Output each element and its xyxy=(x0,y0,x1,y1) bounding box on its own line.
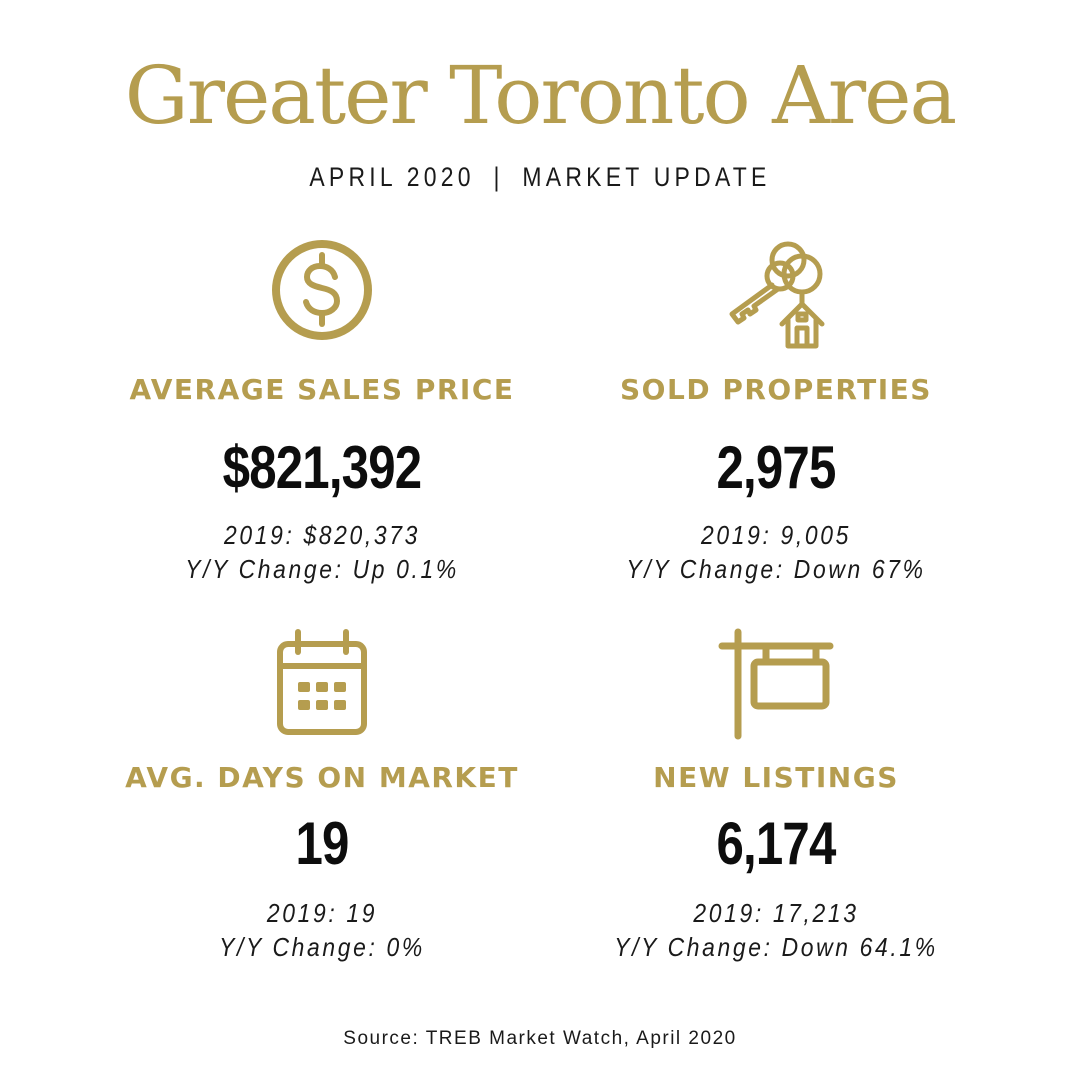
metric-value: 6,174 xyxy=(716,810,836,877)
metric-value: $821,392 xyxy=(222,434,422,501)
page-title: Greater Toronto Area xyxy=(124,49,957,142)
metric-prior-year: 2019: $820,373 xyxy=(223,520,420,550)
metric-yoy-change: Y/Y Change: 0% xyxy=(219,932,425,962)
keys-house-icon xyxy=(516,238,1036,362)
new-listings-card: NEW LISTINGS 6,174 2019: 17,213 Y/Y Chan… xyxy=(516,626,1036,964)
subtitle-separator: | xyxy=(493,162,504,192)
source-citation: Source: TREB Market Watch, April 2020 xyxy=(343,1028,737,1049)
calendar-icon xyxy=(62,626,582,750)
average-sales-price-card: AVERAGE SALES PRICE $821,392 2019: $820,… xyxy=(62,238,582,586)
avg-days-on-market-card: AVG. DAYS ON MARKET 19 2019: 19 Y/Y Chan… xyxy=(62,626,582,964)
metric-label: AVG. DAYS ON MARKET xyxy=(125,761,519,794)
metric-label: AVERAGE SALES PRICE xyxy=(129,373,515,406)
metric-value: 19 xyxy=(295,810,349,877)
metric-value: 2,975 xyxy=(716,434,836,501)
metric-label: SOLD PROPERTIES xyxy=(620,373,932,406)
sold-properties-card: SOLD PROPERTIES 2,975 2019: 9,005 Y/Y Ch… xyxy=(516,238,1036,586)
metric-yoy-change: Y/Y Change: Up 0.1% xyxy=(185,554,459,584)
metric-prior-year: 2019: 17,213 xyxy=(693,898,859,928)
page-subtitle: APRIL 2020 | MARKET UPDATE xyxy=(81,162,999,193)
subtitle-topic: MARKET UPDATE xyxy=(522,162,771,192)
metric-prior-year: 2019: 19 xyxy=(266,898,378,928)
metric-yoy-change: Y/Y Change: Down 67% xyxy=(626,554,926,584)
subtitle-date: APRIL 2020 xyxy=(309,162,475,192)
listing-sign-icon xyxy=(516,626,1036,750)
metric-prior-year: 2019: 9,005 xyxy=(701,520,851,550)
metric-yoy-change: Y/Y Change: Down 64.1% xyxy=(614,932,938,962)
dollar-sign-icon xyxy=(62,238,582,362)
metric-label: NEW LISTINGS xyxy=(653,761,899,794)
